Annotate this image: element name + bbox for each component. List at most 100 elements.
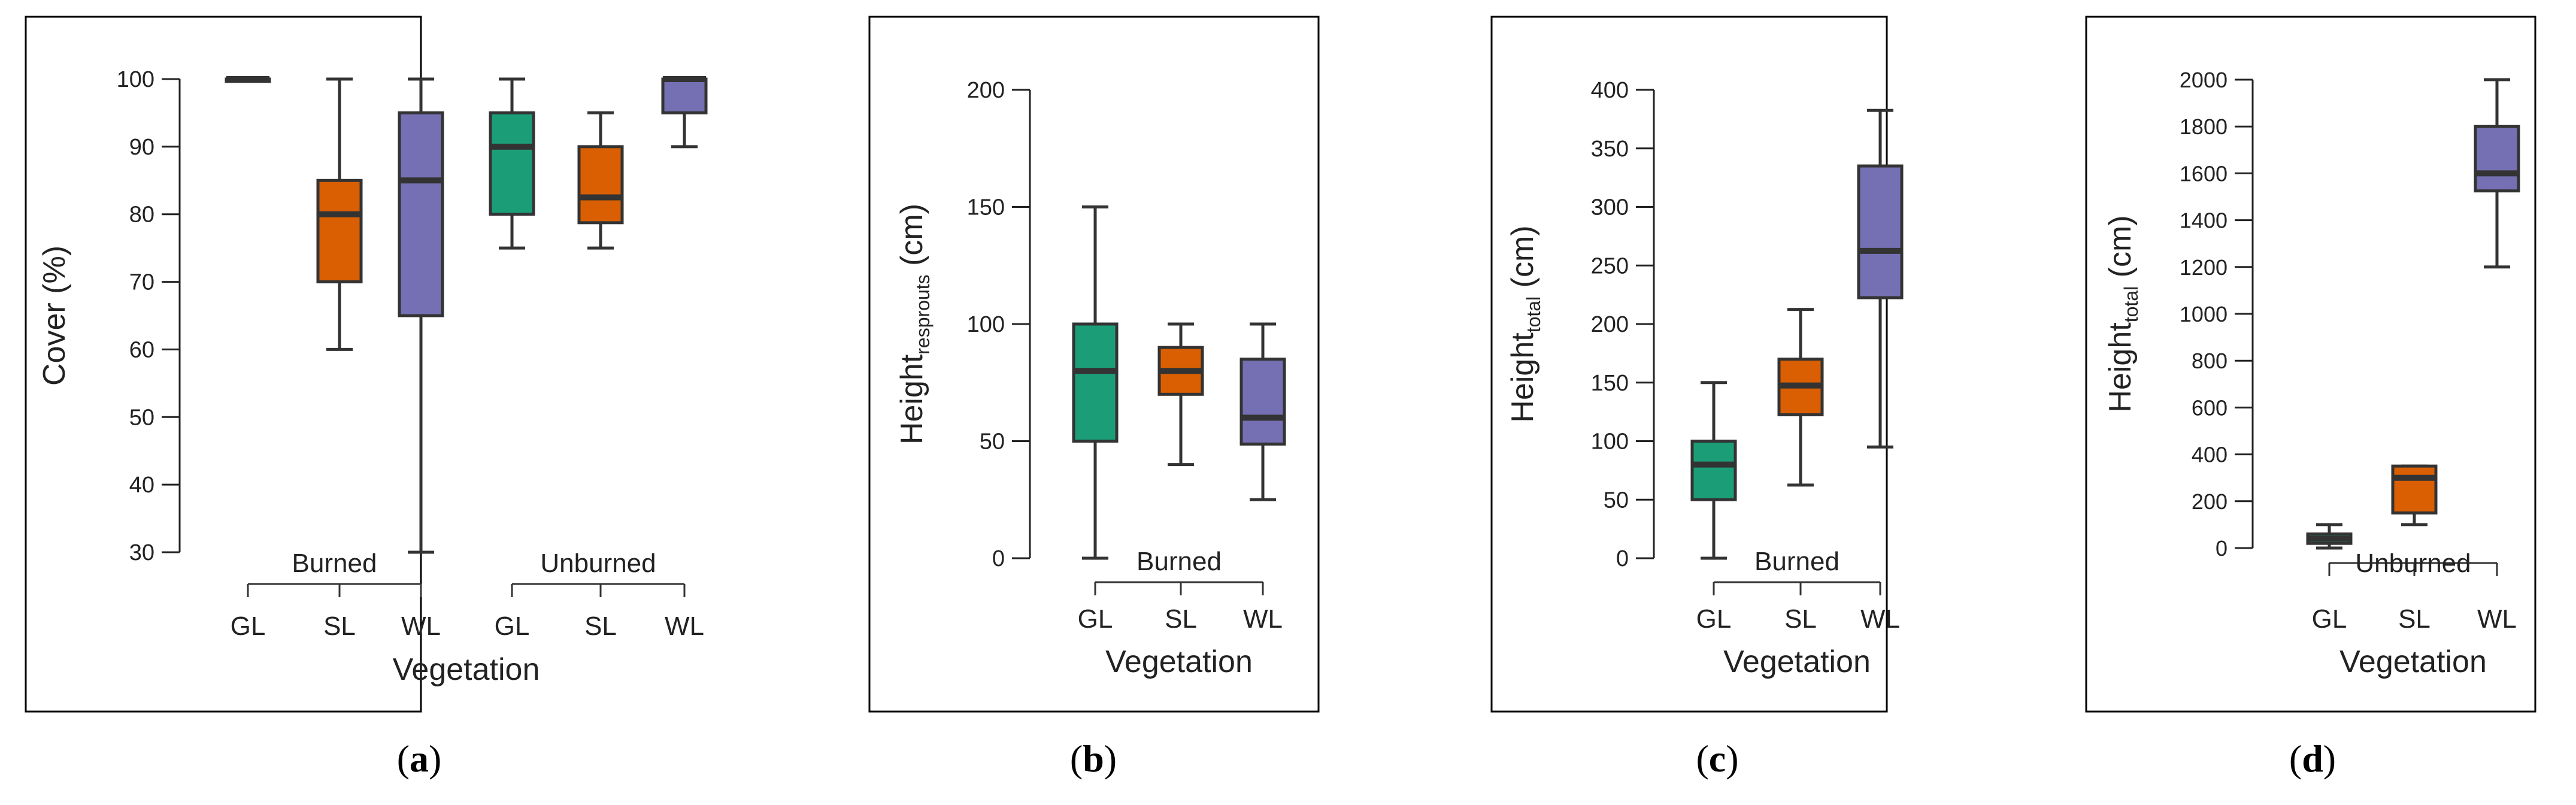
panel-label-open: ( — [1696, 737, 1708, 780]
y-tick-label: 1000 — [2180, 302, 2228, 326]
y-tick-label: 50 — [129, 405, 154, 430]
box-SL-burned — [316, 77, 363, 351]
x-axis-label: Vegetation — [393, 652, 540, 687]
y-tick-label: 200 — [2192, 489, 2228, 514]
box-GL-burned — [225, 76, 271, 83]
y-tick-label: 600 — [2192, 395, 2228, 420]
y-tick-label: 40 — [129, 473, 154, 498]
x-category-label: SL — [1165, 604, 1197, 634]
panel-frame — [1490, 16, 1888, 713]
panel-label-letter: a — [410, 737, 429, 780]
box-WL-burned — [1857, 108, 1904, 449]
y-tick-label: 1800 — [2180, 114, 2228, 139]
y-tick-label: 0 — [992, 546, 1005, 571]
x-category-label: GL — [231, 612, 266, 641]
panel-label-open: ( — [1070, 737, 1083, 780]
box-iqr — [2391, 464, 2438, 515]
panel-d: 0 200 400 600 800 1000 1200 1400 1600 1800 2000 Hei… — [2085, 16, 2536, 713]
y-axis-label: Cover (%) — [37, 246, 72, 386]
y-tick-label: 0 — [2216, 536, 2228, 561]
box-iqr — [316, 178, 363, 284]
panel-c: 0 50 100 150 200 250 300 350 400 Heighttotal (cm)… — [1490, 16, 1904, 713]
panel-b: 0 50 100 150 200 Heightresprouts (cm) Burned GL… — [868, 16, 1320, 713]
x-category-label: SL — [2398, 604, 2430, 634]
x-category-label: WL — [1243, 604, 1283, 634]
group-label: Burned — [1754, 547, 1839, 576]
box-SL-unburned — [577, 111, 624, 250]
box-GL-burned — [1690, 381, 1737, 560]
panel-label-letter: b — [1083, 737, 1104, 780]
y-tick-label: 800 — [2192, 349, 2228, 373]
panel-label-close: ) — [429, 737, 441, 780]
y-axis-label-unit: (cm) — [2103, 215, 2138, 286]
panel-label-open: ( — [397, 737, 410, 780]
panel-label-letter: d — [2302, 737, 2323, 780]
x-category-label: GL — [495, 612, 530, 641]
box-WL-unburned — [2474, 78, 2520, 269]
box-iqr — [2474, 125, 2520, 193]
y-axis-label-subscript: total — [2120, 286, 2142, 322]
x-axis-label: Vegetation — [1105, 644, 1253, 679]
y-tick-label: 100 — [117, 67, 154, 92]
x-category-label: GL — [1696, 604, 1732, 634]
x-axis-label: Vegetation — [1723, 644, 1871, 679]
y-tick-label: 70 — [129, 270, 154, 295]
box-WL-burned — [398, 77, 444, 554]
y-tick-label: 200 — [967, 78, 1005, 103]
y-axis-label-main: Height — [895, 354, 929, 444]
panel-label-letter: c — [1709, 737, 1726, 780]
y-axis-label: Heighttotal (cm) — [1505, 225, 1544, 422]
x-category-label: WL — [1860, 604, 1900, 634]
panel-label-close: ) — [1104, 737, 1117, 780]
x-category-label: WL — [401, 612, 441, 641]
y-tick-label: 100 — [967, 312, 1005, 337]
x-axis-label: Vegetation — [2339, 644, 2487, 679]
panel-frame — [2085, 16, 2536, 713]
y-tick-label: 400 — [2192, 443, 2228, 467]
y-tick-label: 350 — [1591, 137, 1629, 162]
y-axis-label-main: Height — [1505, 332, 1540, 423]
panel-frame — [868, 16, 1320, 713]
box-GL-unburned — [2306, 523, 2353, 550]
y-axis-label-unit: (cm) — [895, 204, 929, 274]
box-WL-unburned — [661, 76, 708, 149]
y-axis-label-subscript: total — [1523, 296, 1544, 332]
box-GL-unburned — [489, 77, 535, 250]
y-tick-label: 80 — [129, 202, 154, 228]
x-category-label: WL — [665, 612, 704, 641]
panel-label: (a) — [397, 737, 442, 780]
box-SL-unburned — [2391, 464, 2438, 526]
x-category-label: GL — [2312, 604, 2347, 634]
y-tick-label: 30 — [129, 540, 154, 565]
panel-label: (d) — [2289, 737, 2336, 780]
y-axis-label-unit: (cm) — [1505, 225, 1540, 296]
y-tick-label: 50 — [1604, 488, 1629, 513]
group-label: Burned — [1137, 547, 1222, 576]
y-tick-label: 400 — [1591, 78, 1629, 103]
y-tick-label: 90 — [129, 135, 154, 160]
panel-label: (b) — [1070, 737, 1117, 780]
x-category-label: SL — [584, 612, 617, 641]
y-tick-label: 60 — [129, 337, 154, 362]
y-tick-label: 50 — [980, 429, 1005, 455]
group-label: Unburned — [540, 549, 656, 578]
y-axis-label: Heighttotal (cm) — [2103, 215, 2142, 412]
box-GL-burned — [1072, 205, 1119, 560]
panel-a: 30 40 50 60 70 80 90 100 Cover (%) Burned Unburned… — [25, 16, 708, 713]
x-category-label: GL — [1078, 604, 1113, 634]
x-category-label: SL — [323, 612, 356, 641]
y-tick-label: 1400 — [2180, 208, 2228, 233]
y-tick-label: 1600 — [2180, 161, 2228, 186]
y-tick-label: 150 — [967, 195, 1005, 220]
group-label: Unburned — [2355, 549, 2471, 578]
y-tick-label: 150 — [1591, 371, 1629, 396]
x-category-label: SL — [1784, 604, 1817, 634]
box-iqr — [1857, 164, 1904, 299]
group-label: Burned — [292, 549, 377, 578]
box-WL-burned — [1239, 322, 1286, 501]
y-tick-label: 200 — [1591, 312, 1629, 337]
box-iqr — [1072, 322, 1119, 443]
y-tick-label: 250 — [1591, 253, 1629, 279]
x-category-label: WL — [2477, 604, 2517, 634]
